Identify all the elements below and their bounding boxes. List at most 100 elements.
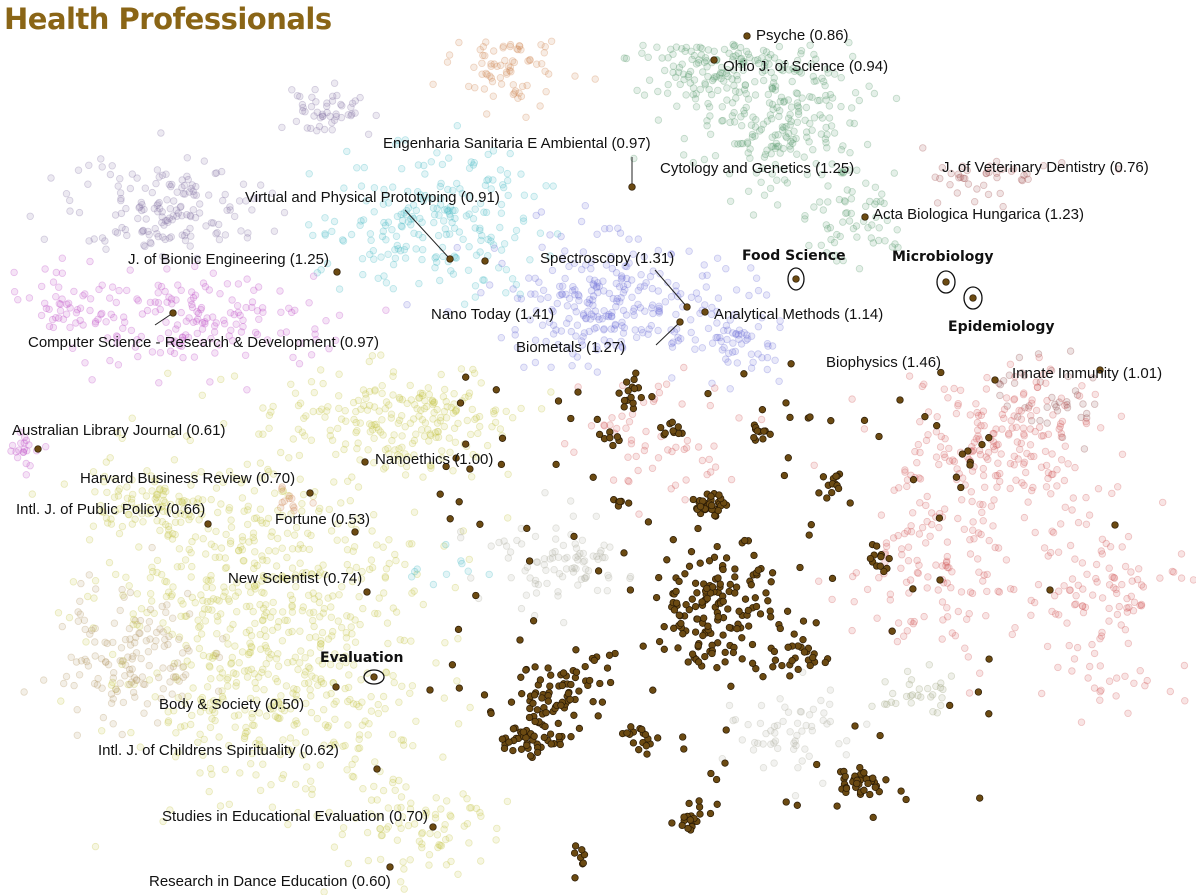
highlighted-point xyxy=(726,580,734,589)
background-point xyxy=(445,51,454,59)
background-point xyxy=(208,705,217,714)
background-point xyxy=(119,324,127,332)
highlighted-point xyxy=(544,697,552,705)
background-point xyxy=(687,47,695,55)
highlighted-point xyxy=(492,386,500,394)
background-point xyxy=(292,583,300,591)
highlighted-point xyxy=(669,427,677,435)
background-point xyxy=(965,610,973,618)
background-point xyxy=(278,572,286,580)
background-point xyxy=(176,510,185,518)
background-point xyxy=(416,191,425,199)
background-point xyxy=(316,568,324,576)
background-point xyxy=(178,497,186,506)
background-point xyxy=(69,578,78,586)
background-point xyxy=(478,231,486,240)
background-point xyxy=(822,123,830,132)
background-point xyxy=(636,304,645,312)
background-point xyxy=(175,635,183,643)
background-point xyxy=(469,450,477,459)
background-point xyxy=(130,680,138,688)
background-point xyxy=(415,412,423,420)
background-point xyxy=(98,309,106,318)
background-point xyxy=(687,328,695,337)
background-point xyxy=(732,94,740,102)
background-point xyxy=(251,619,259,628)
background-point xyxy=(754,350,762,358)
background-point xyxy=(624,476,632,485)
highlighted-point xyxy=(691,579,700,587)
background-point xyxy=(399,736,407,744)
background-point xyxy=(472,804,481,813)
background-point xyxy=(334,520,342,528)
highlighted-point xyxy=(426,686,434,694)
background-point xyxy=(751,56,759,65)
journal-label-acta-biologica-hungarica: Acta Biologica Hungarica (1.23) xyxy=(873,206,1084,223)
background-point xyxy=(79,321,87,329)
background-point xyxy=(437,194,445,203)
background-point xyxy=(313,714,321,723)
journal-label-virtual-and-physical-prototyping: Virtual and Physical Prototyping (0.91) xyxy=(245,189,500,206)
background-point xyxy=(655,309,663,317)
highlighted-point xyxy=(620,403,628,411)
background-point xyxy=(312,633,320,641)
background-point xyxy=(313,812,321,820)
background-point xyxy=(703,117,711,125)
background-point xyxy=(708,76,717,85)
background-point xyxy=(941,435,949,443)
background-point xyxy=(234,308,242,317)
background-point xyxy=(701,301,709,309)
background-point xyxy=(421,812,430,820)
highlighted-point xyxy=(897,787,905,795)
background-point xyxy=(329,592,337,600)
background-point xyxy=(216,290,224,298)
background-point xyxy=(949,456,957,464)
background-point xyxy=(247,642,255,651)
background-point xyxy=(263,575,272,584)
background-point xyxy=(357,405,365,413)
background-point xyxy=(793,66,801,74)
background-point xyxy=(782,132,790,140)
background-point xyxy=(375,812,383,820)
background-point xyxy=(328,227,336,236)
background-point xyxy=(637,271,645,279)
background-point xyxy=(688,55,696,64)
background-point xyxy=(757,178,765,186)
background-point xyxy=(265,654,274,662)
background-point xyxy=(175,497,183,506)
background-point xyxy=(606,337,614,346)
background-point xyxy=(114,361,123,369)
background-point xyxy=(101,237,109,245)
background-point xyxy=(191,533,200,541)
background-point xyxy=(590,276,599,284)
background-point xyxy=(164,717,173,725)
chart-title: Health Professionals xyxy=(4,2,332,36)
background-point xyxy=(515,89,523,97)
background-point xyxy=(49,278,58,286)
highlighted-point xyxy=(669,536,677,544)
background-point xyxy=(169,662,177,671)
background-point xyxy=(129,610,137,618)
background-point xyxy=(433,427,442,436)
background-point xyxy=(1124,639,1132,648)
background-point xyxy=(1113,610,1122,619)
background-point xyxy=(632,333,641,342)
background-point xyxy=(196,730,204,738)
background-point xyxy=(1066,541,1075,550)
background-point xyxy=(150,643,159,651)
background-point xyxy=(382,565,391,573)
background-point xyxy=(290,531,299,539)
highlighted-point xyxy=(639,642,647,650)
background-point xyxy=(289,689,297,697)
background-point xyxy=(128,490,137,499)
background-point xyxy=(453,677,461,685)
background-point xyxy=(230,474,238,482)
background-point xyxy=(123,483,131,491)
background-point xyxy=(713,254,722,262)
background-point xyxy=(903,476,912,484)
background-point xyxy=(704,324,713,333)
background-point xyxy=(429,400,437,409)
background-point xyxy=(602,261,611,269)
background-point xyxy=(181,612,189,620)
background-point xyxy=(128,655,136,663)
